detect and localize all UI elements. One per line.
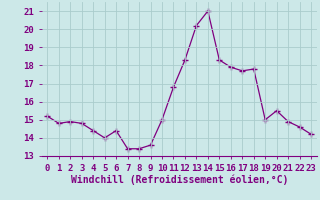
- X-axis label: Windchill (Refroidissement éolien,°C): Windchill (Refroidissement éolien,°C): [70, 174, 288, 185]
